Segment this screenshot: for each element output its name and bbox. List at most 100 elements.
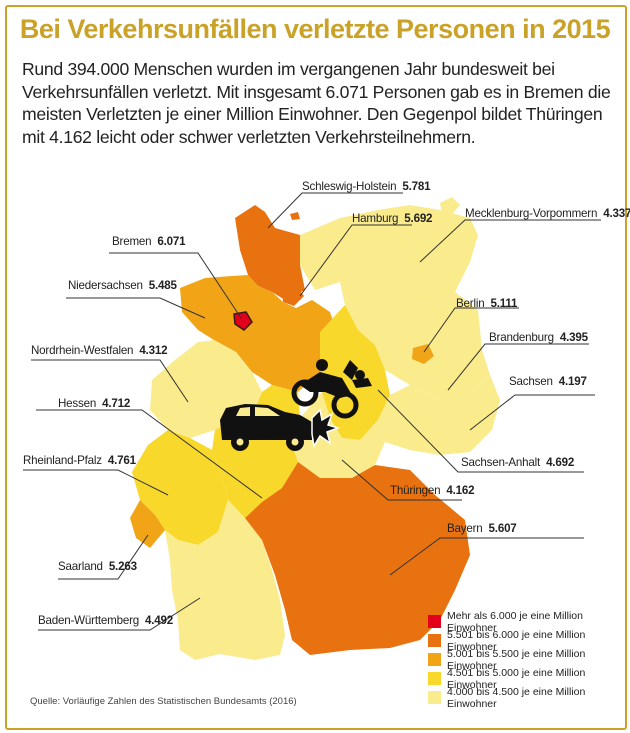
state-value: 4.197: [558, 375, 587, 388]
state-name: Baden-Württemberg: [38, 614, 139, 627]
legend-label: Mehr als 6.000 je eine Million Einwohner: [447, 609, 583, 634]
legend-label: 4.501 bis 5.000 je eine Million Einwohne…: [447, 666, 586, 691]
label-bremen: Bremen 6.071: [112, 235, 186, 248]
label-bayern: Bayern 5.607: [447, 522, 517, 535]
state-name: Bremen: [112, 235, 152, 248]
label-berlin: Berlin 5.111: [456, 297, 517, 310]
page-title: Bei Verkehrsunfällen verletzte Personen …: [19, 14, 611, 44]
state-value: 4.692: [546, 456, 575, 469]
leader-thueringen: [341, 459, 462, 501]
leader-sachsen: [469, 394, 595, 431]
legend-item: Mehr als 6.000 je eine Million Einwohner: [428, 609, 630, 634]
state-value: 4.492: [145, 614, 174, 627]
state-value: 5.692: [404, 212, 433, 225]
leader-hamburg: [299, 224, 412, 297]
state-value: 5.485: [148, 279, 177, 292]
state-name: Schleswig-Holstein: [302, 180, 397, 193]
legend-label: 5.001 bis 5.500 je eine Million Einwohne…: [447, 647, 586, 672]
state-bremen: [233, 311, 253, 331]
state-name: Bayern: [447, 522, 483, 535]
label-hamburg: Hamburg 5.692: [352, 212, 433, 225]
state-thueringen: [290, 392, 385, 478]
leader-lines: [23, 192, 601, 631]
state-hamburg: [282, 286, 304, 306]
leader-bayern: [389, 537, 584, 576]
label-schleswig-holstein: Schleswig-Holstein 5.781: [302, 180, 431, 193]
state-sachsen: [378, 375, 500, 455]
leader-schleswig-holstein: [267, 192, 403, 229]
legend-item: 5.501 bis 6.000 je eine Million Einwohne…: [428, 628, 630, 653]
state-name: Thüringen: [390, 484, 441, 497]
state-value: 4.712: [102, 397, 131, 410]
legend-label: 4.000 bis 4.500 je eine Million Einwohne…: [447, 685, 586, 710]
state-name: Hamburg: [352, 212, 399, 225]
state-name: Saarland: [58, 560, 103, 573]
state-rheinland-pfalz: [132, 430, 228, 545]
legend-swatch: [428, 691, 441, 704]
state-saarland: [130, 500, 165, 548]
label-baden-wuerttemberg: Baden-Württemberg 4.492: [38, 614, 173, 627]
label-niedersachsen: Niedersachsen 5.485: [68, 279, 177, 292]
car-crash-icon: [220, 404, 341, 451]
state-bayern: [245, 462, 470, 655]
state-niedersachsen: [180, 275, 336, 392]
state-name: Berlin: [456, 297, 485, 310]
island-ruegen: [440, 197, 460, 214]
leader-brandenburg: [447, 343, 589, 391]
legend-item: 4.000 bis 4.500 je eine Million Einwohne…: [428, 685, 630, 710]
leader-mecklenburg-vorpommern: [419, 219, 601, 263]
state-value: 5.781: [402, 180, 431, 193]
leader-baden-wuerttemberg: [38, 597, 201, 631]
label-saarland: Saarland 5.263: [58, 560, 137, 573]
leader-rheinland-pfalz: [23, 469, 169, 496]
legend-swatch: [428, 615, 441, 628]
state-value: 6.071: [157, 235, 186, 248]
label-sachsen: Sachsen 4.197: [509, 375, 587, 388]
state-name: Brandenburg: [489, 331, 554, 344]
legend: Mehr als 6.000 je eine Million Einwohner…: [428, 609, 630, 710]
label-mecklenburg-vorpommern: Mecklenburg-Vorpommern 4.337: [465, 207, 630, 220]
state-name: Rheinland-Pfalz: [23, 454, 102, 467]
state-value: 4.395: [559, 331, 588, 344]
state-baden-wuerttemberg: [165, 500, 285, 660]
label-nordrhein-westfalen: Nordrhein-Westfalen 4.312: [31, 344, 168, 357]
state-name: Nordrhein-Westfalen: [31, 344, 134, 357]
state-value: 4.312: [139, 344, 168, 357]
state-value: 4.337: [603, 207, 630, 220]
state-berlin: [412, 344, 434, 364]
intro-text: Rund 394.000 Menschen wurden im vergange…: [22, 59, 611, 147]
label-hessen: Hessen 4.712: [58, 397, 130, 410]
state-value: 5.111: [490, 297, 518, 310]
legend-item: 5.001 bis 5.500 je eine Million Einwohne…: [428, 647, 630, 672]
state-mecklenburg-vorpommern: [300, 205, 478, 305]
leader-niedersachsen: [66, 297, 206, 319]
state-name: Sachsen-Anhalt: [461, 456, 541, 469]
label-sachsen-anhalt: Sachsen-Anhalt 4.692: [461, 456, 574, 469]
motorcycle-accident-icon: [291, 359, 372, 419]
legend-swatch: [428, 672, 441, 685]
legend-label: 5.501 bis 6.000 je eine Million Einwohne…: [447, 628, 586, 653]
label-brandenburg: Brandenburg 4.395: [489, 331, 588, 344]
state-value: 4.162: [446, 484, 475, 497]
leader-berlin: [423, 307, 519, 353]
state-schleswig-holstein: [235, 205, 305, 300]
state-name: Mecklenburg-Vorpommern: [465, 207, 598, 220]
state-value: 5.263: [108, 560, 137, 573]
label-rheinland-pfalz: Rheinland-Pfalz 4.761: [23, 454, 136, 467]
state-value: 4.761: [107, 454, 136, 467]
island-fehmarn: [290, 212, 300, 220]
legend-item: 4.501 bis 5.000 je eine Million Einwohne…: [428, 666, 630, 691]
legend-swatch: [428, 653, 441, 666]
source-note: Quelle: Vorläufige Zahlen des Statistisc…: [30, 696, 297, 707]
state-name: Sachsen: [509, 375, 553, 388]
state-name: Niedersachsen: [68, 279, 143, 292]
leader-nordrhein-westfalen: [31, 359, 189, 403]
state-value: 5.607: [488, 522, 517, 535]
leader-hessen: [36, 409, 263, 499]
leader-bremen: [109, 252, 242, 319]
legend-swatch: [428, 634, 441, 647]
state-name: Hessen: [58, 397, 97, 410]
leader-saarland: [58, 534, 149, 580]
label-thueringen: Thüringen 4.162: [390, 484, 475, 497]
